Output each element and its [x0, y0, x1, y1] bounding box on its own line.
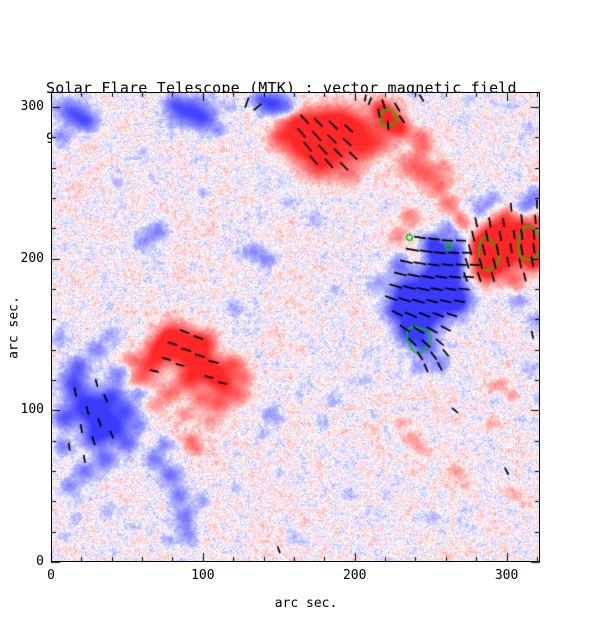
x-tick-label: 0: [47, 568, 55, 583]
x-tick-label: 300: [494, 568, 519, 583]
y-tick-label: 200: [20, 250, 44, 266]
magnetogram-image: [51, 92, 540, 562]
y-tick-label: 300: [20, 99, 44, 115]
x-tick-label: 100: [191, 568, 215, 583]
x-tick-label: 200: [342, 568, 367, 583]
y-tick-label: 0: [36, 554, 44, 569]
y-axis-label: arc sec.: [6, 296, 22, 359]
y-tick-label: 100: [20, 402, 44, 418]
x-axis-label: arc sec.: [274, 596, 338, 611]
